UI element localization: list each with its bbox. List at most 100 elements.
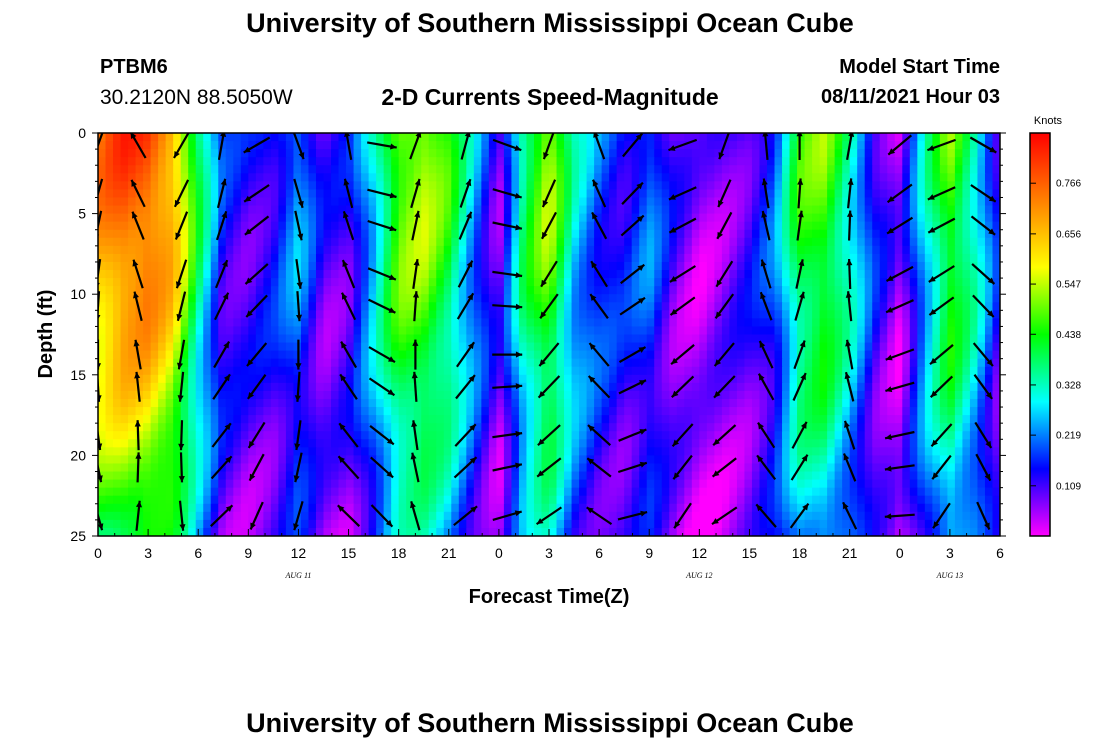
- heatmap-cell: [887, 253, 896, 263]
- heatmap-cell: [331, 463, 340, 473]
- heatmap-cell: [864, 181, 873, 191]
- heatmap-cell: [857, 133, 866, 142]
- heatmap-cell: [751, 366, 761, 376]
- heatmap-cell: [857, 310, 866, 319]
- heatmap-cell: [150, 253, 159, 263]
- heatmap-cell: [300, 181, 310, 191]
- heatmap-cell: [353, 431, 362, 440]
- heatmap-cell: [669, 415, 678, 424]
- heatmap-cell: [518, 197, 528, 207]
- heatmap-cell: [872, 149, 881, 158]
- heatmap-cell: [744, 237, 753, 247]
- heatmap-cell: [526, 189, 535, 199]
- heatmap-cell: [120, 366, 129, 376]
- heatmap-cell: [947, 431, 956, 440]
- heatmap-cell: [346, 253, 355, 263]
- heatmap-cell: [699, 423, 708, 432]
- heatmap-cell: [481, 294, 490, 303]
- heatmap-cell: [684, 245, 693, 255]
- heatmap-cell: [526, 463, 535, 473]
- heatmap-cell: [924, 205, 933, 215]
- heatmap-cell: [706, 398, 715, 408]
- heatmap-cell: [691, 407, 700, 416]
- heatmap-cell: [804, 415, 813, 424]
- heatmap-cell: [165, 439, 174, 448]
- heatmap-cell: [451, 455, 460, 465]
- heatmap-cell: [195, 310, 204, 319]
- heatmap-cell: [804, 261, 813, 271]
- heatmap-cell: [609, 374, 618, 384]
- heatmap-cell: [744, 141, 753, 150]
- heatmap-cell: [188, 407, 197, 416]
- heatmap-cell: [939, 229, 948, 239]
- heatmap-cell: [346, 358, 355, 368]
- heatmap-cell: [969, 382, 979, 392]
- heatmap-cell: [285, 431, 295, 440]
- heatmap-cell: [218, 455, 227, 465]
- heatmap-cell: [549, 141, 558, 150]
- heatmap-cell: [308, 326, 317, 336]
- heatmap-cell: [947, 261, 956, 271]
- heatmap-cell: [857, 261, 866, 271]
- heatmap-cell: [827, 390, 836, 400]
- heatmap-cell: [225, 197, 234, 207]
- heatmap-cell: [473, 415, 482, 424]
- heatmap-cell: [255, 133, 264, 142]
- heatmap-cell: [511, 310, 520, 319]
- heatmap-cell: [887, 205, 896, 215]
- heatmap-cell: [601, 221, 610, 231]
- heatmap-cell: [300, 173, 310, 182]
- heatmap-cell: [774, 229, 783, 239]
- heatmap-cell: [406, 382, 415, 392]
- heatmap-cell: [353, 261, 362, 271]
- heatmap-cell: [729, 342, 738, 352]
- heatmap-cell: [233, 310, 242, 319]
- heatmap-cell: [879, 278, 888, 287]
- heatmap-cell: [646, 439, 655, 448]
- heatmap-cell: [827, 294, 836, 303]
- heatmap-cell: [165, 342, 174, 352]
- heatmap-cell: [932, 326, 941, 336]
- heatmap-cell: [909, 366, 918, 376]
- heatmap-cell: [533, 358, 543, 368]
- heatmap-cell: [458, 294, 467, 303]
- heatmap-cell: [992, 229, 1000, 239]
- heatmap-cell: [218, 374, 227, 384]
- heatmap-cell: [977, 423, 986, 432]
- heatmap-cell: [699, 253, 708, 263]
- heatmap-cell: [188, 431, 197, 440]
- heatmap-cell: [173, 326, 182, 336]
- heatmap-cell: [361, 165, 370, 174]
- heatmap-cell: [488, 181, 497, 191]
- heatmap-cell: [98, 253, 107, 263]
- heatmap-cell: [842, 415, 851, 424]
- heatmap-cell: [684, 286, 693, 295]
- heatmap-cell: [661, 455, 670, 465]
- heatmap-cell: [383, 270, 392, 279]
- heatmap-cell: [594, 366, 603, 376]
- heatmap-cell: [398, 213, 407, 223]
- heatmap-cell: [428, 415, 437, 424]
- heatmap-cell: [766, 270, 776, 279]
- heatmap-cell: [398, 431, 407, 440]
- heatmap-cell: [646, 455, 655, 465]
- heatmap-cell: [872, 253, 881, 263]
- heatmap-cell: [676, 415, 685, 424]
- heatmap-cell: [135, 197, 144, 207]
- heatmap-cell: [954, 157, 964, 166]
- heatmap-cell: [308, 366, 317, 376]
- heatmap-cell: [601, 294, 610, 303]
- heatmap-cell: [594, 423, 603, 432]
- heatmap-cell: [270, 221, 279, 231]
- heatmap-cell: [857, 366, 866, 376]
- heatmap-cell: [684, 318, 693, 328]
- heatmap-cell: [977, 229, 986, 239]
- heatmap-cell: [954, 173, 964, 182]
- heatmap-cell: [564, 334, 573, 344]
- heatmap-cell: [894, 229, 903, 239]
- heatmap-cell: [601, 270, 610, 279]
- heatmap-cell: [616, 439, 625, 448]
- heatmap-cell: [601, 407, 610, 416]
- heatmap-cell: [932, 181, 941, 191]
- heatmap-cell: [962, 221, 971, 231]
